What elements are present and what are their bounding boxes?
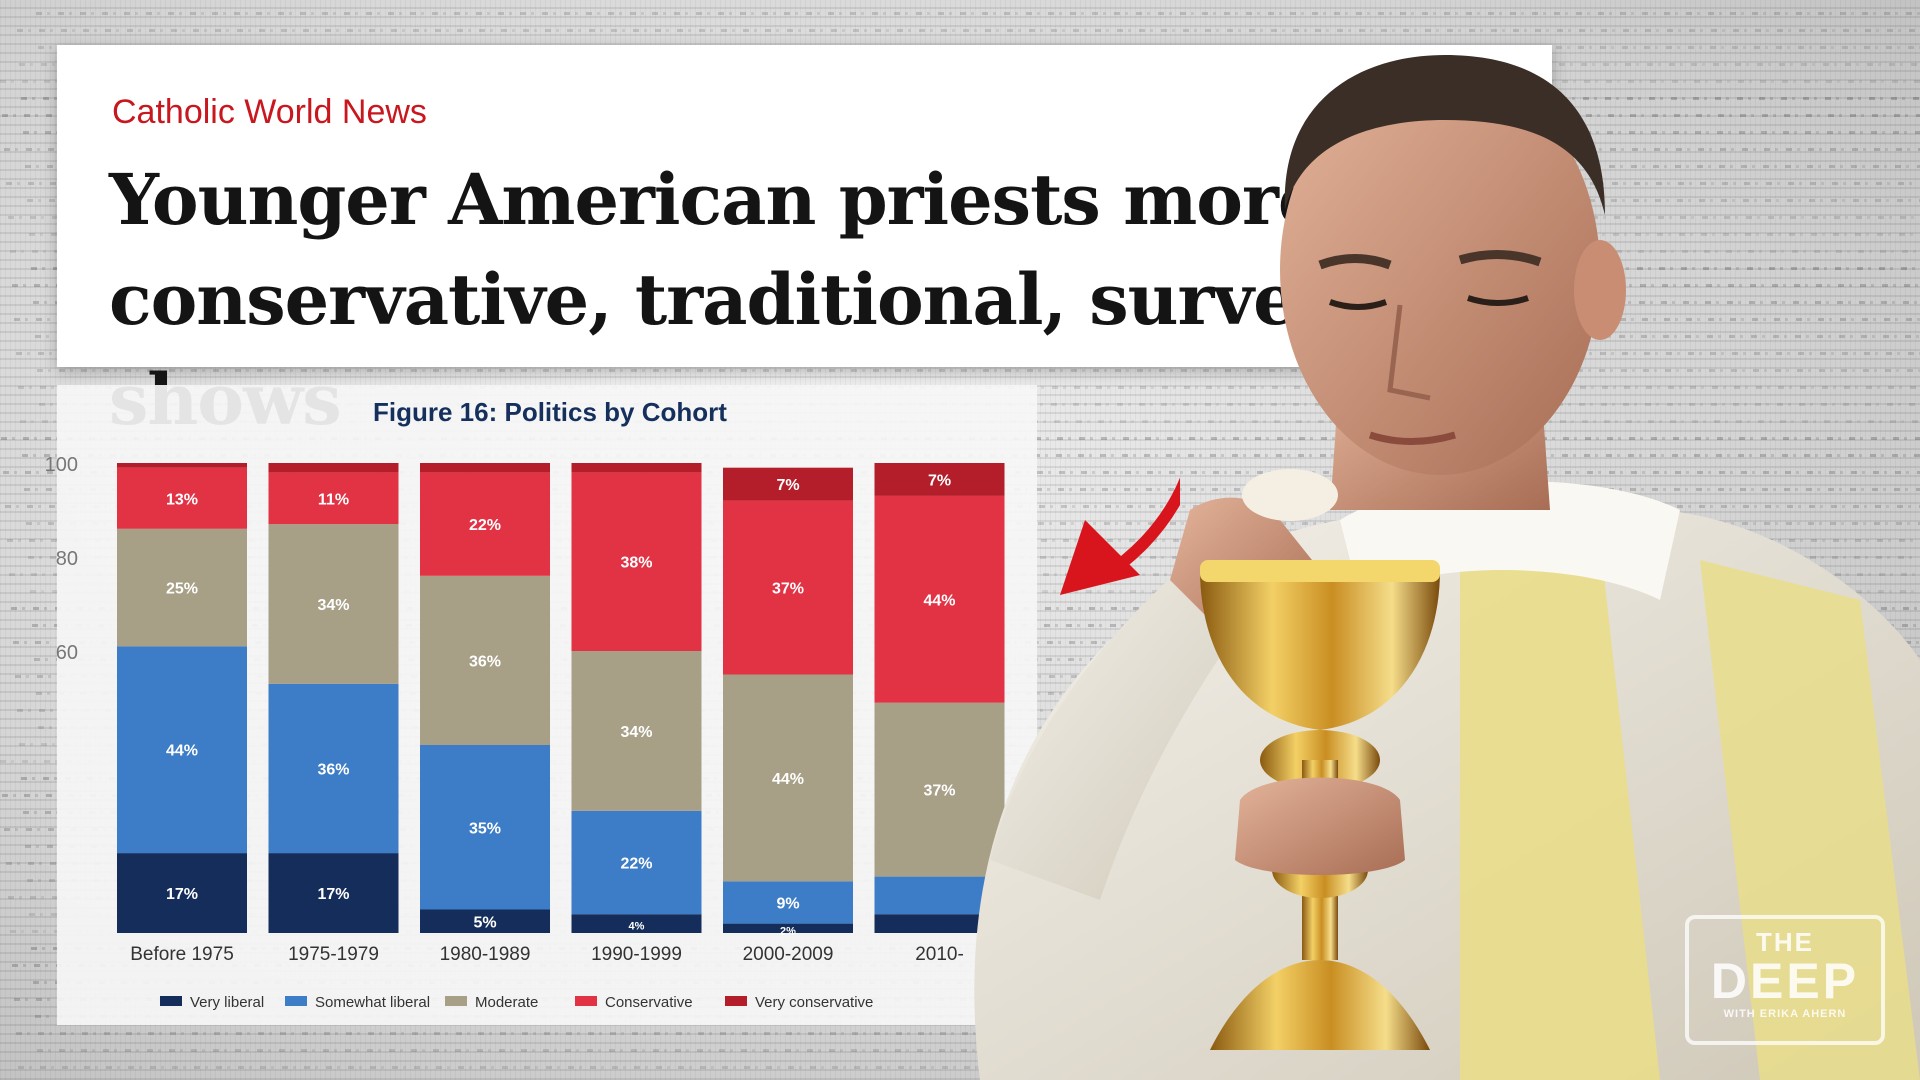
bar-segment bbox=[420, 909, 550, 933]
show-logo: THE DEEP WITH ERIKA AHERN bbox=[1685, 915, 1885, 1045]
legend-swatch bbox=[725, 996, 747, 1006]
source-name: Catholic World News bbox=[112, 93, 427, 131]
bar-segment bbox=[571, 914, 702, 933]
newsprint-line bbox=[18, 1066, 1920, 1069]
x-tick-label: 2000-2009 bbox=[743, 944, 834, 965]
legend-label: Conservative bbox=[605, 994, 693, 1011]
data-label: 13% bbox=[166, 491, 198, 508]
bar-segment bbox=[723, 500, 853, 675]
bar-segment bbox=[571, 651, 702, 811]
bar-segment bbox=[571, 463, 702, 473]
x-tick-label: 1980-1989 bbox=[440, 944, 531, 965]
data-label: 34% bbox=[317, 597, 349, 614]
bar-segment bbox=[117, 853, 247, 933]
data-label: 2% bbox=[780, 925, 796, 937]
bar-segment bbox=[723, 923, 853, 933]
y-tick-label: 80 bbox=[56, 548, 78, 570]
legend-label: Moderate bbox=[475, 994, 538, 1011]
legend-label: Somewhat liberal bbox=[315, 994, 430, 1011]
bar-segment bbox=[268, 683, 399, 854]
x-tick-label: Before 1975 bbox=[130, 944, 234, 965]
newsprint-line bbox=[37, 369, 1920, 372]
data-label: 22% bbox=[469, 517, 501, 534]
data-label: 44% bbox=[923, 592, 955, 609]
data-label: 7% bbox=[928, 472, 951, 489]
bar-segment bbox=[723, 674, 853, 882]
bar-segment bbox=[268, 853, 399, 933]
bar-segment bbox=[420, 463, 550, 473]
bar-segment bbox=[117, 467, 247, 529]
legend-swatch bbox=[445, 996, 467, 1006]
newsprint-line bbox=[16, 1032, 1920, 1035]
data-label: 38% bbox=[620, 555, 652, 572]
chart-title: Figure 16: Politics by Cohort bbox=[373, 397, 727, 427]
bar-segment bbox=[874, 914, 1005, 933]
data-label: 25% bbox=[166, 581, 198, 598]
data-label: 17% bbox=[317, 886, 349, 903]
bar-segment bbox=[571, 472, 702, 651]
priest-photo bbox=[974, 55, 1920, 1080]
legend-label: Very conservative bbox=[755, 994, 873, 1011]
data-label: 36% bbox=[317, 762, 349, 779]
data-label: 35% bbox=[469, 820, 501, 837]
bar-segment bbox=[268, 472, 399, 525]
data-label: 36% bbox=[469, 653, 501, 670]
data-label: 44% bbox=[166, 743, 198, 760]
bar-segment bbox=[420, 575, 550, 745]
bar-segment bbox=[420, 745, 550, 910]
legend-swatch bbox=[160, 996, 182, 1006]
data-label: 4% bbox=[629, 921, 645, 933]
data-label: 17% bbox=[166, 886, 198, 903]
bar-segment bbox=[571, 810, 702, 915]
legend-swatch bbox=[285, 996, 307, 1006]
logo-line-deep: DEEP bbox=[1710, 953, 1860, 1009]
x-tick-label: 1990-1999 bbox=[591, 944, 682, 965]
data-label: 5% bbox=[473, 914, 496, 931]
data-label: 44% bbox=[772, 771, 804, 788]
bar-segment bbox=[117, 463, 247, 468]
bar-segment bbox=[723, 467, 853, 501]
bar-segment bbox=[420, 472, 550, 576]
bar-segment bbox=[874, 463, 1005, 496]
data-label: 9% bbox=[776, 895, 799, 912]
data-label: 11% bbox=[318, 491, 349, 508]
newsprint-line bbox=[17, 29, 1920, 32]
y-tick-label: 60 bbox=[56, 642, 78, 664]
data-label: 37% bbox=[923, 783, 955, 800]
bar-segment bbox=[117, 528, 247, 647]
bar-segment bbox=[117, 646, 247, 854]
data-label: 34% bbox=[620, 724, 652, 741]
bar-segment bbox=[874, 495, 1005, 703]
bar-segment bbox=[874, 702, 1005, 877]
y-tick-label: 100 bbox=[45, 454, 78, 476]
bar-segment bbox=[268, 524, 399, 684]
x-tick-label: 1975-1979 bbox=[288, 944, 379, 965]
data-label: 37% bbox=[772, 581, 804, 598]
data-label: 22% bbox=[620, 856, 652, 873]
bar-segment bbox=[723, 881, 853, 924]
x-tick-label: 2010- bbox=[915, 944, 964, 965]
data-label: 7% bbox=[776, 477, 799, 494]
legend-label: Very liberal bbox=[190, 994, 264, 1011]
red-arrow-icon bbox=[1060, 477, 1180, 595]
bar-segment bbox=[268, 463, 399, 473]
logo-line-subtitle: WITH ERIKA AHERN bbox=[1723, 1008, 1847, 1020]
logo-line-the: THE bbox=[1756, 927, 1814, 957]
newsprint-line bbox=[36, 12, 1920, 15]
legend-swatch bbox=[575, 996, 597, 1006]
